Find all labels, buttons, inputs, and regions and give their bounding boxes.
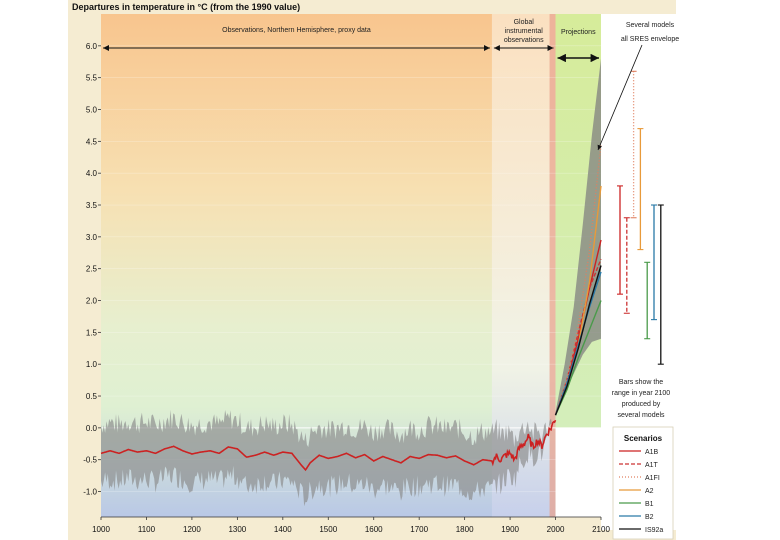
scenario-line-is92a [554,265,602,416]
x-tick-label: 1000 [92,525,110,534]
envelope-annotation-line1: Several models [626,22,675,29]
y-tick-label: 3.5 [86,201,98,210]
projection-lower-white-area [555,427,601,517]
y-tick-label: 0.5 [86,392,98,401]
legend-label-b2: B2 [645,514,654,521]
legend-title: Scenarios [624,434,663,443]
period-label-projections: Projections [561,29,596,36]
x-tick-label: 1700 [410,525,428,534]
x-tick-label: 1300 [228,525,246,534]
x-tick-label: 1400 [274,525,292,534]
x-tick-label: 1900 [501,525,519,534]
legend-label-a2: A2 [645,488,654,495]
scenario-line-a1fi [554,144,602,416]
y-tick-label: 4.5 [86,137,98,146]
envelope-annotation-line2: all SRES envelope [621,36,679,43]
y-tick-label: 1.0 [86,360,98,369]
series-group [100,144,602,472]
y-tick-label: 6.0 [86,42,98,51]
period-label-proxy: Observations, Northern Hemisphere, proxy… [222,27,371,34]
x-tick-label: 1800 [456,525,474,534]
y-tick-label: 2.0 [86,297,98,306]
y-tick-label: -0.5 [83,456,97,465]
period-label-instrumental-line3: observations [504,37,544,44]
legend-label-a1fi: A1FI [645,475,660,482]
y-tick-label: 0.0 [86,424,98,433]
x-tick-label: 1200 [183,525,201,534]
y-tick-label: 3.0 [86,233,98,242]
projection-envelope [555,58,601,416]
legend-label-a1b: A1B [645,449,659,456]
x-tick-label: 2000 [547,525,565,534]
bars-note-line1: Bars show the [619,379,663,386]
scenario-line-b1 [554,300,602,416]
bars-note-line2: range in year 2100 [612,390,670,397]
x-tick-label: 1600 [365,525,383,534]
period-separator-band [549,14,556,517]
y-tick-label: -1.0 [83,488,97,497]
period-label-instrumental-line2: instrumental [505,28,544,35]
legend-label-a1t: A1T [645,462,659,469]
scenario-line-b2 [554,271,602,416]
projection-envelope-group [555,58,601,416]
x-tick-label: 2100 [592,525,610,534]
legend-label-is92a: IS92a [645,527,663,534]
legend-box [612,426,674,540]
y-tick-label: 2.5 [86,265,98,274]
chart-title: Departures in temperature in °C (from th… [72,2,300,12]
y-tick-label: 5.5 [86,74,98,83]
y-tick-label: 5.0 [86,106,98,115]
x-tick-label: 1100 [138,525,156,534]
x-tick-label: 1500 [319,525,337,534]
period-label-instrumental-line1: Global [514,19,535,26]
range-bars-group [617,70,664,365]
bars-note-line3: produced by [622,401,661,408]
y-tick-label: 4.0 [86,169,98,178]
legend: Scenarios A1B A1T A1FI A2 B1 B2 IS92a [612,426,674,540]
bars-note-line4: several models [617,412,665,419]
envelope-annotation-arrow [597,44,643,151]
observed-series-line [100,419,557,472]
y-tick-label: 1.5 [86,328,98,337]
axes-group: 6.0 5.5 5.0 4.5 4.0 3.5 3.0 2.5 2.0 1.5 1.0 0.5 0.0 -… [83,42,610,534]
legend-label-b1: B1 [645,501,654,508]
